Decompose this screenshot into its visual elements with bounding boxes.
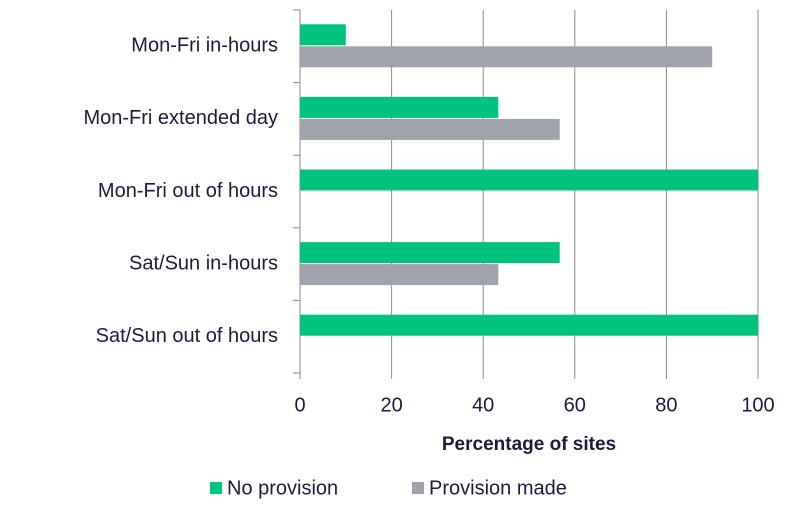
bar [300,46,713,68]
legend-label: Provision made [429,477,567,499]
bar [300,118,560,140]
bar [300,264,499,286]
x-tick-label: 0 [294,394,305,416]
legend-swatch [210,482,222,494]
bar [300,96,499,118]
bar [300,24,346,46]
bar [300,169,758,191]
bar [300,314,758,336]
y-tick-label: Mon-Fri in-hours [131,35,278,57]
x-tick-label: 80 [655,394,677,416]
x-tick-label: 20 [380,394,402,416]
y-tick-label: Mon-Fri out of hours [98,180,278,202]
x-tick-label: 40 [472,394,494,416]
y-tick-label: Sat/Sun out of hours [96,325,278,347]
legend-swatch [412,482,424,494]
y-tick-label: Mon-Fri extended day [83,107,278,129]
y-tick-label: Sat/Sun in-hours [129,252,278,274]
bar [300,242,560,264]
x-axis-title: Percentage of sites [442,434,616,455]
x-tick-label: 100 [741,394,774,416]
x-tick-label: 60 [564,394,586,416]
legend-label: No provision [227,477,338,499]
